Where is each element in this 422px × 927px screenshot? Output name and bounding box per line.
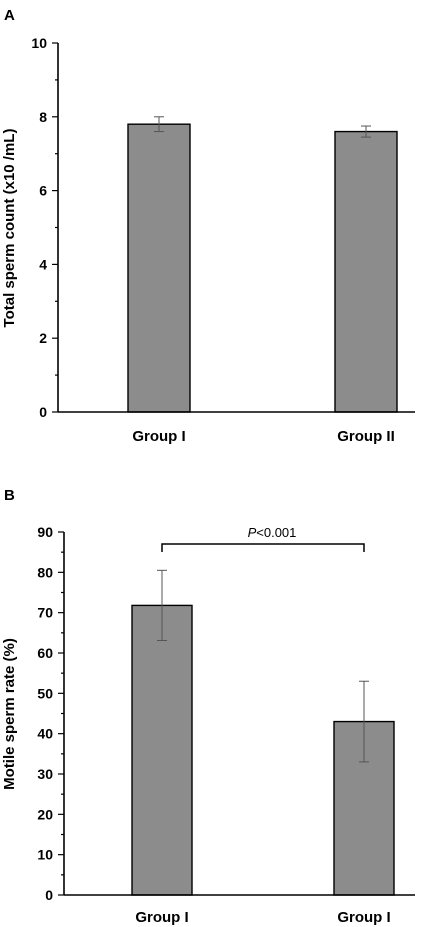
- y-tick-label: 30: [37, 766, 53, 782]
- y-tick-label: 70: [37, 605, 53, 621]
- y-tick-label: 60: [37, 645, 53, 661]
- panel-a: A Total sperm count (x10 /mL) 0 2 4 6 8 10 Gr…: [1, 7, 415, 445]
- y-tick-label: 40: [37, 726, 53, 742]
- bar: [131, 604, 193, 896]
- y-tick-label: 8: [39, 109, 47, 125]
- category-label: Group I: [135, 909, 188, 926]
- panel-a-bars: [127, 116, 398, 413]
- y-tick-label: 4: [39, 256, 47, 272]
- y-tick-label: 6: [39, 183, 47, 199]
- y-tick-label: 20: [37, 806, 53, 822]
- significance-annotation: P<0.001: [248, 525, 297, 540]
- bar: [334, 130, 398, 413]
- y-tick-label: 10: [37, 847, 53, 863]
- y-tick-label: 50: [37, 685, 53, 701]
- y-tick-label: 80: [37, 564, 53, 580]
- y-tick-label: 0: [39, 404, 47, 420]
- panel-b-category-labels: Group I Group I: [135, 909, 390, 926]
- bar: [127, 123, 191, 413]
- panel-b: B Motile sperm rate (%) 0 10 20 30 40 50 60 70 8…: [1, 487, 415, 926]
- category-label: Group I: [337, 909, 390, 926]
- category-label: Group II: [337, 428, 395, 445]
- y-tick-label: 0: [45, 887, 53, 903]
- panel-b-bars: [131, 569, 395, 896]
- panel-b-y-ticks: 0 10 20 30 40 50 60 70 80 90: [37, 524, 64, 903]
- y-tick-label: 10: [31, 35, 47, 51]
- panel-a-y-ticks: 0 2 4 6 8 10: [31, 35, 58, 420]
- category-label: Group I: [132, 428, 185, 445]
- panel-a-label: A: [4, 7, 15, 24]
- significance-bracket: [161, 543, 365, 552]
- panel-b-y-axis-title: Motile sperm rate (%): [1, 638, 18, 790]
- panel-b-label: B: [4, 487, 15, 504]
- panel-a-y-axis-title: Total sperm count (x10 /mL): [1, 129, 18, 328]
- y-tick-label: 2: [39, 330, 47, 346]
- y-tick-label: 90: [37, 524, 53, 540]
- panel-a-category-labels: Group I Group II: [132, 428, 394, 445]
